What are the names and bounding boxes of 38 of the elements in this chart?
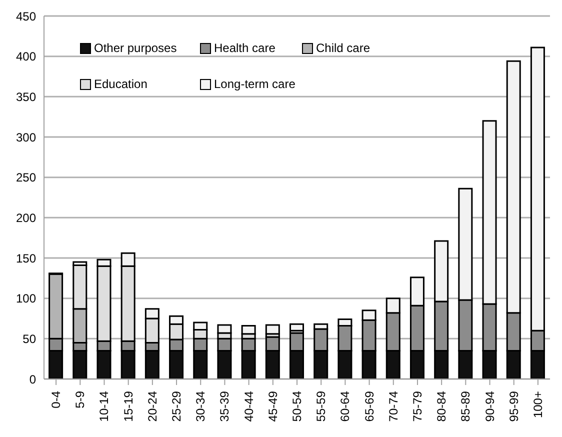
- x-tick-label: 60-64: [338, 390, 352, 422]
- x-tick-label: 75-79: [410, 390, 424, 422]
- x-tick-label: 65-69: [362, 390, 376, 422]
- x-tick-label: 55-59: [314, 390, 328, 422]
- x-tick-label: 45-49: [266, 390, 280, 422]
- y-tick-label: 50: [22, 332, 36, 346]
- x-tick-label: 35-39: [218, 390, 232, 422]
- x-tick-label: 30-34: [194, 390, 208, 422]
- bar: [290, 323, 304, 332]
- x-tick-label: 90-94: [482, 390, 497, 422]
- y-tick-label: 350: [16, 90, 36, 104]
- bar: [265, 324, 280, 335]
- y-tick-label: 300: [16, 130, 36, 144]
- y-tick-label: 450: [16, 9, 36, 24]
- y-tick-label: 400: [16, 50, 36, 64]
- y-tick-label: 100: [16, 292, 36, 306]
- x-tick-label: 95-99: [506, 390, 521, 422]
- x-tick-label: 25-29: [170, 390, 184, 422]
- legend-label: Child care: [316, 41, 370, 55]
- x-tick-label: 80-84: [434, 390, 449, 422]
- y-tick-label: 0: [29, 372, 36, 386]
- x-tick-label: 15-19: [121, 390, 136, 422]
- x-tick-label: 40-44: [242, 390, 256, 422]
- y-tick-label: 200: [16, 210, 36, 225]
- legend-label: Health care: [214, 41, 276, 55]
- x-tick-label: 85-89: [458, 390, 473, 422]
- x-tick-label: 100+: [530, 391, 545, 418]
- legend-label: Other purposes: [94, 41, 177, 55]
- x-tick-label: 20-24: [145, 390, 160, 422]
- x-tick-label: 70-74: [386, 390, 400, 422]
- x-tick-label: 5-9: [73, 390, 88, 408]
- legend-label: Long-term care: [214, 77, 296, 91]
- x-tick-label: 50-54: [290, 390, 304, 422]
- x-tick-label: 10-14: [97, 390, 112, 422]
- y-tick-label: 250: [16, 170, 36, 185]
- y-tick-label: 150: [16, 251, 36, 266]
- x-tick-label: 0-4: [49, 390, 64, 408]
- legend-label: Education: [94, 77, 148, 91]
